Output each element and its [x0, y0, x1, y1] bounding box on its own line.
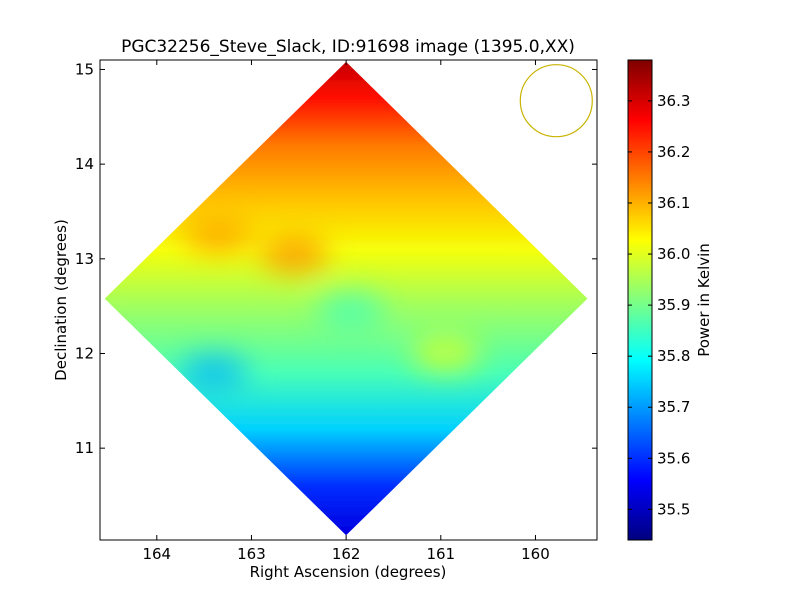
- colorbar-gradient: [628, 60, 652, 540]
- heatmap-image: [104, 61, 588, 536]
- heatmap-feature: [411, 335, 480, 372]
- plot-area: [104, 61, 593, 536]
- colorbar-frame: [627, 59, 653, 541]
- y-tick-label: 14: [75, 155, 94, 173]
- colorbar-tick-label: 35.7: [657, 398, 690, 416]
- beam-circle: [519, 64, 593, 138]
- y-tick-label: 13: [75, 250, 94, 268]
- axes-frame: [99, 59, 598, 541]
- x-tick-label: 164: [142, 545, 171, 563]
- x-axis-ticks: 164 163 162 161 160: [142, 60, 550, 563]
- heatmap-features: [179, 217, 480, 391]
- y-tick-label: 11: [75, 439, 94, 457]
- y-tick-label: 12: [75, 344, 94, 362]
- x-axis-label: Right Ascension (degrees): [250, 563, 447, 581]
- colorbar-ticks: 35.5 35.6 35.7 35.8 35.9 36.0 36.1 36.2 36.3: [628, 92, 690, 518]
- colorbar-tick-label: 35.9: [657, 296, 690, 314]
- heatmap-feature: [316, 292, 385, 329]
- colorbar-label: Power in Kelvin: [695, 243, 713, 357]
- chart-title: PGC32256_Steve_Slack, ID:91698 image (13…: [121, 37, 575, 57]
- colorbar-tick-label: 36.3: [657, 92, 690, 110]
- x-tick-label: 162: [332, 545, 361, 563]
- colorbar-tick-label: 36.1: [657, 194, 690, 212]
- heatmap-feature: [179, 354, 248, 391]
- colorbar-tick-label: 36.2: [657, 143, 690, 161]
- y-axis-ticks: 11 12 13 14 15: [75, 60, 597, 457]
- heatmap-feature: [184, 217, 253, 254]
- heatmap-feature: [260, 236, 329, 273]
- colorbar: 35.5 35.6 35.7 35.8 35.9 36.0 36.1 36.2 36.3 Pow…: [627, 59, 713, 541]
- x-tick-label: 161: [426, 545, 455, 563]
- colorbar-tick-label: 35.6: [657, 449, 690, 467]
- colorbar-tick-label: 35.5: [657, 500, 690, 518]
- x-tick-label: 160: [521, 545, 550, 563]
- y-axis-label: Declination (degrees): [52, 219, 70, 381]
- y-tick-label: 15: [75, 60, 94, 78]
- x-tick-label: 163: [237, 545, 266, 563]
- colorbar-tick-label: 35.8: [657, 347, 690, 365]
- colorbar-tick-label: 36.0: [657, 245, 690, 263]
